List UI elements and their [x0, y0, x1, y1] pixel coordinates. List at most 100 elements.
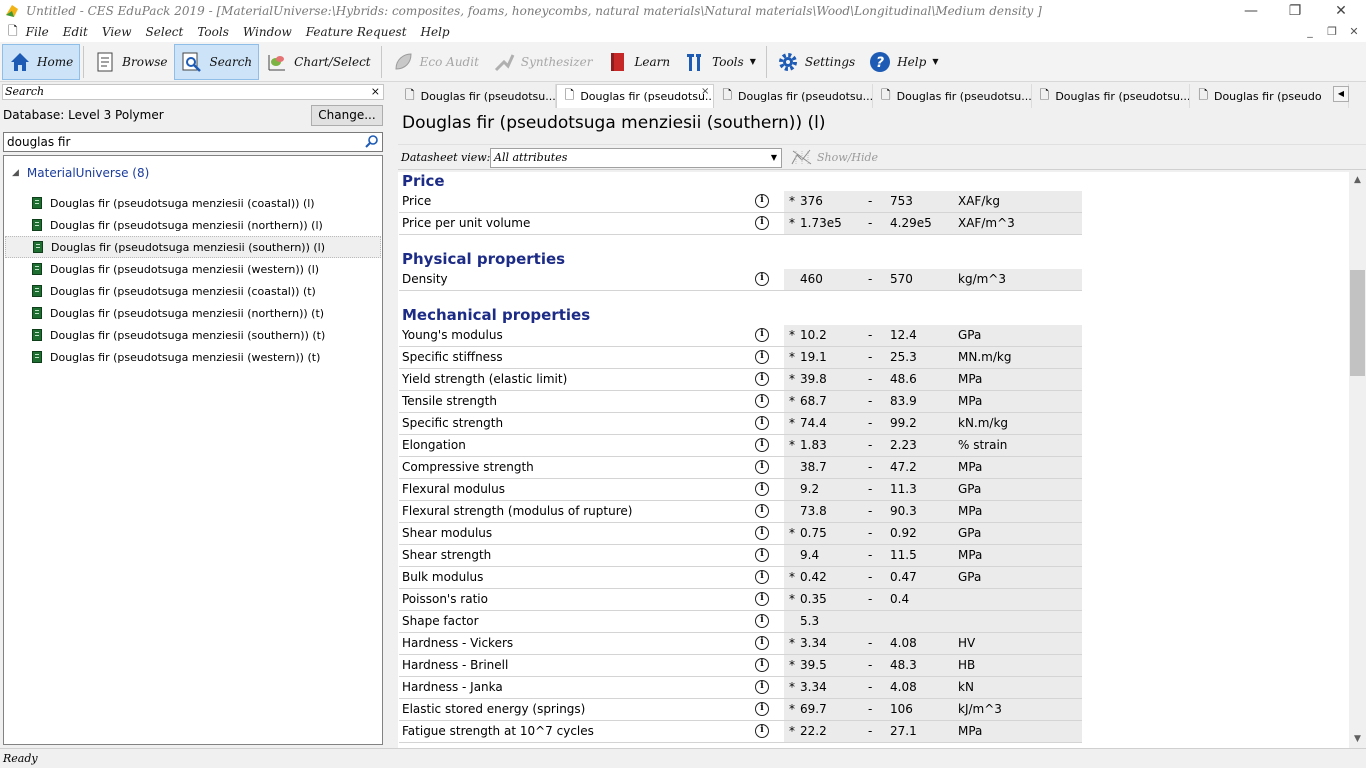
info-icon[interactable]: i — [755, 614, 769, 628]
value-high: 11.3 — [890, 482, 917, 496]
menu-feature-request[interactable]: Feature Request — [305, 25, 407, 39]
info-icon[interactable]: i — [755, 272, 769, 286]
vertical-scrollbar[interactable]: ▲ ▼ — [1349, 172, 1366, 748]
value-low: 460 — [800, 272, 823, 286]
property-name: Yield strength (elastic limit) — [402, 372, 568, 386]
change-database-button[interactable]: Change... — [311, 105, 383, 126]
scroll-up-icon[interactable]: ▲ — [1354, 175, 1361, 185]
result-item[interactable]: Douglas fir (pseudotsuga menziesii (west… — [5, 258, 381, 280]
info-icon[interactable]: i — [755, 394, 769, 408]
info-icon[interactable]: i — [755, 416, 769, 430]
synthesizer-button[interactable]: Synthesizer — [486, 44, 600, 80]
search-label: Search — [209, 54, 253, 69]
result-item[interactable]: Douglas fir (pseudotsuga menziesii (nort… — [5, 214, 381, 236]
info-icon[interactable]: i — [755, 460, 769, 474]
tab-scroll-left-icon[interactable]: ◀ — [1333, 86, 1349, 102]
mdi-minimize-button[interactable]: _ — [1307, 25, 1313, 38]
tab-datasheet[interactable]: 🗋 Douglas fir (pseudotsu... — [873, 84, 1032, 108]
info-icon[interactable]: i — [755, 570, 769, 584]
info-icon[interactable]: i — [755, 438, 769, 452]
info-icon[interactable]: i — [755, 504, 769, 518]
info-icon[interactable]: i — [755, 592, 769, 606]
menu-window[interactable]: Window — [242, 25, 292, 39]
range-dash: - — [868, 216, 873, 230]
property-values: * 0.75 - 0.92 GPa — [784, 523, 1082, 544]
tools-icon — [687, 53, 702, 71]
info-icon[interactable]: i — [755, 194, 769, 208]
magnifier-icon[interactable] — [364, 134, 380, 150]
info-icon[interactable]: i — [755, 548, 769, 562]
menu-select[interactable]: Select — [145, 25, 184, 39]
gear-icon — [778, 52, 797, 71]
value-low: 19.1 — [800, 350, 827, 364]
close-tab-icon[interactable]: × — [700, 86, 710, 97]
value-unit: MPa — [958, 394, 983, 408]
result-item-label: Douglas fir (pseudotsuga menziesii (nort… — [50, 218, 323, 232]
minimize-button[interactable]: — — [1244, 3, 1258, 19]
estimated-marker: * — [789, 702, 795, 716]
result-item[interactable]: Douglas fir (pseudotsuga menziesii (west… — [5, 346, 381, 368]
menu-help[interactable]: Help — [420, 25, 450, 39]
value-low: 3.34 — [800, 680, 827, 694]
help-button[interactable]: ? Help ▼ — [862, 44, 945, 80]
tab-datasheet[interactable]: 🗋 Douglas fir (pseudotsu... × — [555, 84, 715, 108]
datasheet-view-bar: Datasheet view: All attributes ▼ Show/Hi… — [398, 144, 1366, 170]
close-window-button[interactable]: ✕ — [1335, 3, 1347, 19]
menu-edit[interactable]: Edit — [62, 25, 88, 39]
scroll-down-icon[interactable]: ▼ — [1354, 734, 1361, 744]
tree-root[interactable]: ◢ MaterialUniverse (8) — [12, 166, 149, 180]
restore-button[interactable]: ❐ — [1288, 3, 1302, 19]
scrollbar-thumb[interactable] — [1350, 270, 1365, 376]
learn-button[interactable]: Learn — [599, 44, 677, 80]
result-item[interactable]: Douglas fir (pseudotsuga menziesii (nort… — [5, 302, 381, 324]
estimated-marker: * — [789, 658, 795, 672]
mdi-restore-button[interactable]: ❐ — [1327, 25, 1337, 38]
range-dash: - — [868, 702, 873, 716]
info-icon[interactable]: i — [755, 702, 769, 716]
property-name: Tensile strength — [402, 394, 497, 408]
search-panel-header: Search × — [2, 84, 384, 100]
info-icon[interactable]: i — [755, 680, 769, 694]
mdi-close-button[interactable]: ✕ — [1349, 25, 1359, 38]
settings-button[interactable]: Settings — [770, 44, 862, 80]
result-item[interactable]: Douglas fir (pseudotsuga menziesii (sout… — [5, 324, 381, 346]
info-icon[interactable]: i — [755, 526, 769, 540]
range-dash: - — [868, 570, 873, 584]
result-item[interactable]: Douglas fir (pseudotsuga menziesii (coas… — [5, 192, 381, 214]
info-icon[interactable]: i — [755, 658, 769, 672]
close-panel-icon[interactable]: × — [370, 85, 380, 98]
tab-datasheet[interactable]: 🗋 Douglas fir (pseudotsu... — [397, 84, 556, 108]
info-icon[interactable]: i — [755, 372, 769, 386]
chart-select-button[interactable]: Chart/Select — [259, 44, 377, 80]
result-item[interactable]: Douglas fir (pseudotsuga menziesii (coas… — [5, 280, 381, 302]
property-values: 73.8 - 90.3 MPa — [784, 501, 1082, 522]
info-icon[interactable]: i — [755, 350, 769, 364]
search-input[interactable]: douglas fir — [3, 132, 383, 152]
info-icon[interactable]: i — [755, 328, 769, 342]
datasheet-view-select[interactable]: All attributes ▼ — [490, 148, 782, 168]
show-hide-button[interactable]: Show/Hide — [791, 148, 878, 166]
tab-datasheet[interactable]: 🗋 Douglas fir (pseudo — [1190, 84, 1349, 108]
info-icon[interactable]: i — [755, 636, 769, 650]
search-button[interactable]: Search — [174, 43, 260, 80]
menu-file[interactable]: File — [25, 25, 49, 39]
synthesizer-label: Synthesizer — [520, 54, 593, 69]
menu-tools[interactable]: Tools — [197, 25, 229, 39]
property-values: 9.2 - 11.3 GPa — [784, 479, 1082, 500]
tab-datasheet[interactable]: 🗋 Douglas fir (pseudotsu... — [1031, 84, 1191, 108]
info-icon[interactable]: i — [755, 216, 769, 230]
info-icon[interactable]: i — [755, 482, 769, 496]
expand-triangle-icon[interactable]: ◢ — [12, 168, 19, 178]
eco-audit-button[interactable]: Eco Audit — [385, 44, 486, 80]
browse-button[interactable]: Browse — [87, 44, 174, 80]
info-icon[interactable]: i — [755, 724, 769, 738]
menu-view[interactable]: View — [101, 25, 132, 39]
home-icon — [11, 52, 29, 71]
tab-datasheet[interactable]: 🗋 Douglas fir (pseudotsu... — [714, 84, 873, 108]
tools-button[interactable]: Tools ▼ — [677, 44, 763, 80]
result-item[interactable]: Douglas fir (pseudotsuga menziesii (sout… — [5, 236, 381, 258]
property-row: Flexural modulus i 9.2 - 11.3 GPa — [399, 479, 1082, 501]
record-icon — [32, 307, 42, 319]
home-button[interactable]: Home — [2, 43, 81, 80]
property-name: Fatigue strength at 10^7 cycles — [402, 724, 594, 738]
